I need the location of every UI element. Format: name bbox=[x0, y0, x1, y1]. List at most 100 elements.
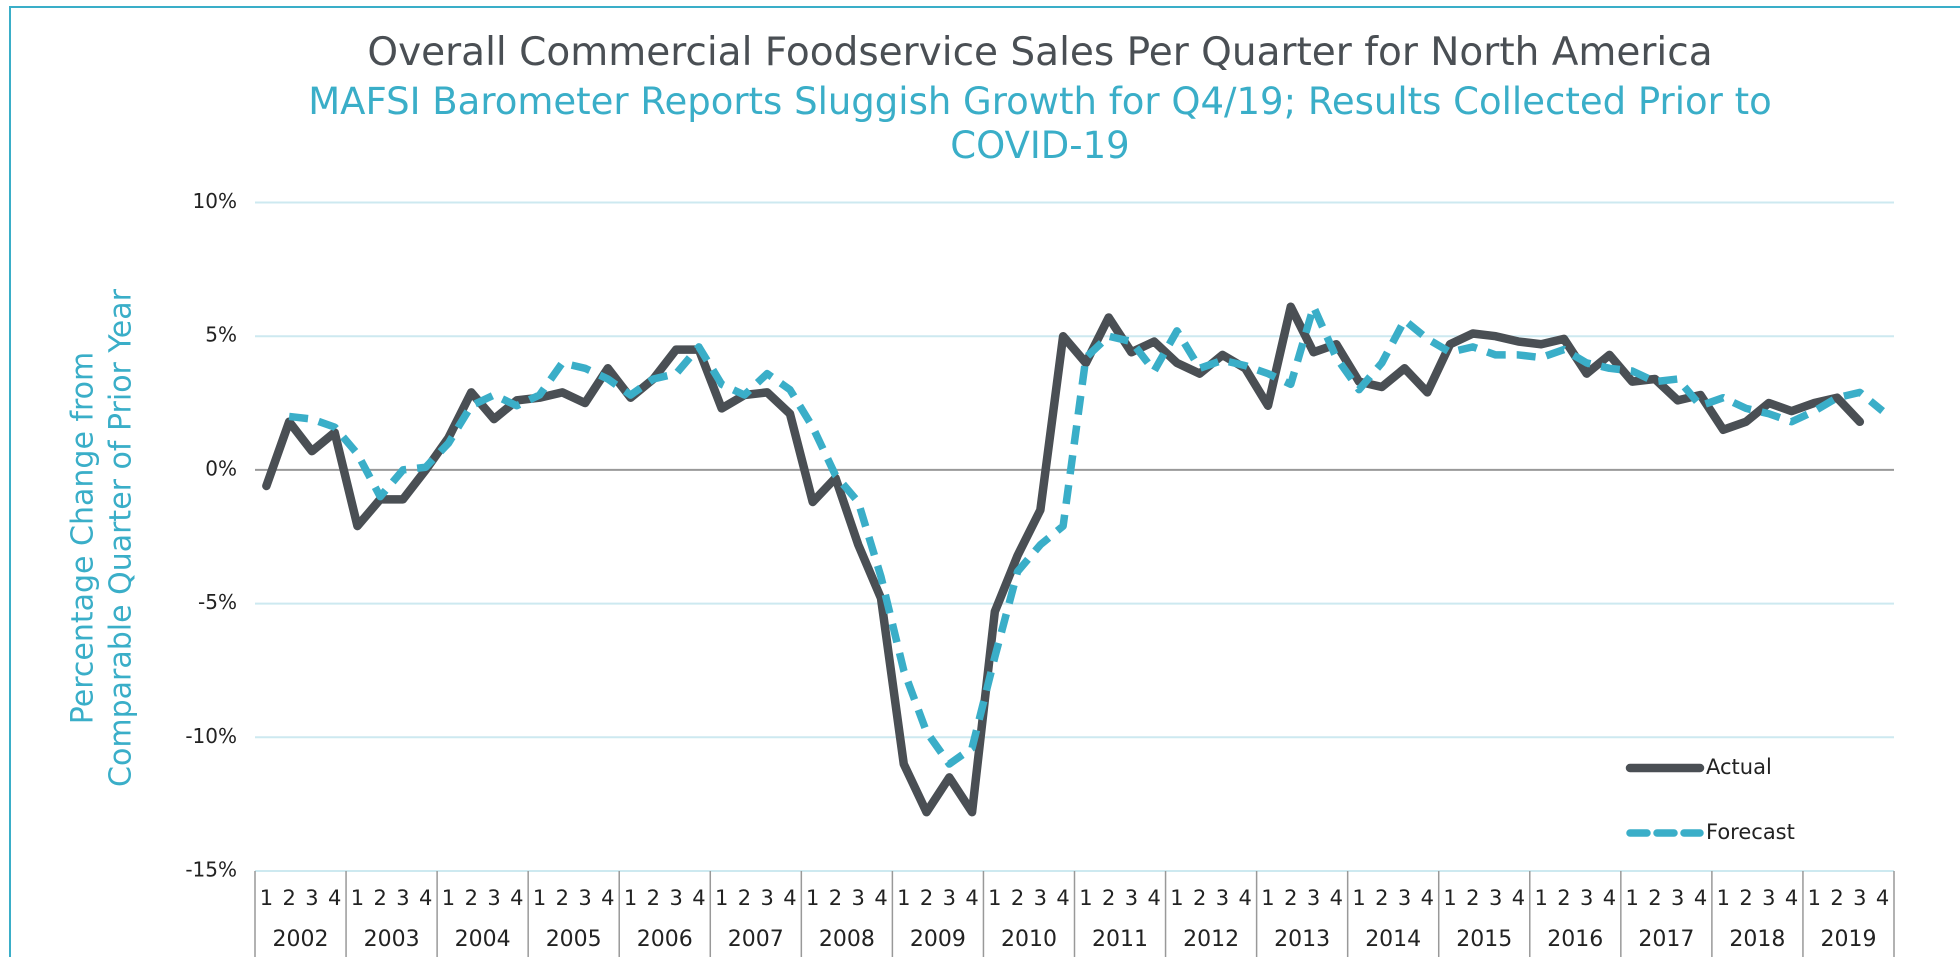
x-tick-label: 1 bbox=[1626, 886, 1639, 910]
x-tick-label: 3 bbox=[761, 886, 774, 910]
x-tick-label: 2 bbox=[647, 886, 660, 910]
year-label: 2005 bbox=[546, 927, 602, 952]
x-tick-label: 1 bbox=[1170, 886, 1183, 910]
x-tick-label: 1 bbox=[1352, 886, 1365, 910]
year-label: 2017 bbox=[1638, 927, 1694, 952]
x-tick-label: 3 bbox=[1580, 886, 1593, 910]
x-tick-label: 2 bbox=[556, 886, 569, 910]
x-tick-label: 1 bbox=[897, 886, 910, 910]
x-tick-label: 2 bbox=[465, 886, 478, 910]
x-tick-label: 1 bbox=[1079, 886, 1092, 910]
x-tick-label: 1 bbox=[351, 886, 364, 910]
x-tick-label: 2 bbox=[1648, 886, 1661, 910]
x-tick-label: 4 bbox=[965, 886, 978, 910]
year-label: 2011 bbox=[1092, 927, 1148, 952]
x-tick-label: 3 bbox=[396, 886, 409, 910]
x-tick-label: 3 bbox=[1216, 886, 1229, 910]
x-tick-label: 2 bbox=[1557, 886, 1570, 910]
x-tick-label: 4 bbox=[1239, 886, 1252, 910]
year-label: 2014 bbox=[1365, 927, 1421, 952]
x-tick-label: 2 bbox=[374, 886, 387, 910]
year-label: 2009 bbox=[910, 927, 966, 952]
x-tick-label: 3 bbox=[852, 886, 865, 910]
y-tick-label: 5% bbox=[205, 323, 237, 347]
y-tick-label: -10% bbox=[185, 724, 237, 748]
x-tick-label: 2 bbox=[282, 886, 295, 910]
x-tick-label: 2 bbox=[1011, 886, 1024, 910]
x-tick-label: 3 bbox=[669, 886, 682, 910]
x-tick-label: 4 bbox=[510, 886, 523, 910]
x-tick-label: 2 bbox=[1466, 886, 1479, 910]
year-label: 2019 bbox=[1820, 927, 1876, 952]
legend-label: Forecast bbox=[1706, 820, 1795, 844]
x-tick-label: 1 bbox=[533, 886, 546, 910]
x-tick-label: 4 bbox=[328, 886, 341, 910]
x-tick-label: 3 bbox=[1398, 886, 1411, 910]
y-tick-label: 10% bbox=[193, 189, 237, 213]
year-label: 2018 bbox=[1729, 927, 1785, 952]
legend-label: Actual bbox=[1706, 755, 1772, 779]
x-tick-label: 2 bbox=[1739, 886, 1752, 910]
x-tick-label: 1 bbox=[624, 886, 637, 910]
year-label: 2013 bbox=[1274, 927, 1330, 952]
x-tick-label: 4 bbox=[1785, 886, 1798, 910]
y-axis-label: Comparable Quarter of Prior Year bbox=[104, 288, 139, 787]
x-tick-label: 1 bbox=[260, 886, 273, 910]
y-tick-label: -15% bbox=[185, 858, 237, 882]
x-tick-label: 4 bbox=[1147, 886, 1160, 910]
year-label: 2006 bbox=[637, 927, 693, 952]
y-tick-label: 0% bbox=[205, 456, 237, 480]
x-tick-label: 2 bbox=[1375, 886, 1388, 910]
chart-title: Overall Commercial Foodservice Sales Per… bbox=[367, 30, 1713, 75]
x-tick-label: 4 bbox=[1512, 886, 1525, 910]
year-label: 2007 bbox=[728, 927, 784, 952]
year-label: 2015 bbox=[1456, 927, 1512, 952]
x-tick-label: 1 bbox=[442, 886, 455, 910]
x-tick-label: 1 bbox=[1261, 886, 1274, 910]
year-label: 2008 bbox=[819, 927, 875, 952]
y-axis-label: Percentage Change from bbox=[66, 352, 101, 725]
x-tick-label: 1 bbox=[1808, 886, 1821, 910]
x-tick-label: 1 bbox=[1717, 886, 1730, 910]
x-tick-label: 2 bbox=[920, 886, 933, 910]
x-tick-label: 3 bbox=[1307, 886, 1320, 910]
x-tick-label: 2 bbox=[1830, 886, 1843, 910]
x-tick-label: 2 bbox=[829, 886, 842, 910]
x-tick-label: 3 bbox=[1034, 886, 1047, 910]
x-tick-label: 3 bbox=[943, 886, 956, 910]
series-line bbox=[288, 303, 1886, 768]
x-tick-label: 3 bbox=[487, 886, 500, 910]
x-tick-label: 2 bbox=[1284, 886, 1297, 910]
x-tick-label: 2 bbox=[738, 886, 751, 910]
x-tick-label: 3 bbox=[578, 886, 591, 910]
x-tick-label: 4 bbox=[783, 886, 796, 910]
x-tick-label: 4 bbox=[1876, 886, 1889, 910]
x-tick-label: 4 bbox=[1056, 886, 1069, 910]
x-tick-label: 1 bbox=[1443, 886, 1456, 910]
x-tick-label: 4 bbox=[874, 886, 887, 910]
x-tick-label: 3 bbox=[1489, 886, 1502, 910]
x-tick-label: 2 bbox=[1193, 886, 1206, 910]
x-tick-label: 3 bbox=[1762, 886, 1775, 910]
x-tick-label: 1 bbox=[806, 886, 819, 910]
year-label: 2003 bbox=[364, 927, 420, 952]
chart-subtitle: MAFSI Barometer Reports Sluggish Growth … bbox=[308, 80, 1772, 167]
year-label: 2010 bbox=[1001, 927, 1057, 952]
x-tick-label: 4 bbox=[1694, 886, 1707, 910]
x-tick-label: 3 bbox=[1853, 886, 1866, 910]
x-tick-label: 2 bbox=[1102, 886, 1115, 910]
x-tick-label: 4 bbox=[601, 886, 614, 910]
x-tick-label: 4 bbox=[1330, 886, 1343, 910]
x-tick-label: 4 bbox=[1421, 886, 1434, 910]
x-tick-label: 4 bbox=[1603, 886, 1616, 910]
year-label: 2016 bbox=[1547, 927, 1603, 952]
x-tick-label: 1 bbox=[988, 886, 1001, 910]
x-tick-label: 3 bbox=[305, 886, 318, 910]
x-tick-label: 4 bbox=[419, 886, 432, 910]
x-tick-label: 4 bbox=[692, 886, 705, 910]
x-tick-label: 1 bbox=[1534, 886, 1547, 910]
x-tick-label: 1 bbox=[715, 886, 728, 910]
x-tick-label: 3 bbox=[1671, 886, 1684, 910]
